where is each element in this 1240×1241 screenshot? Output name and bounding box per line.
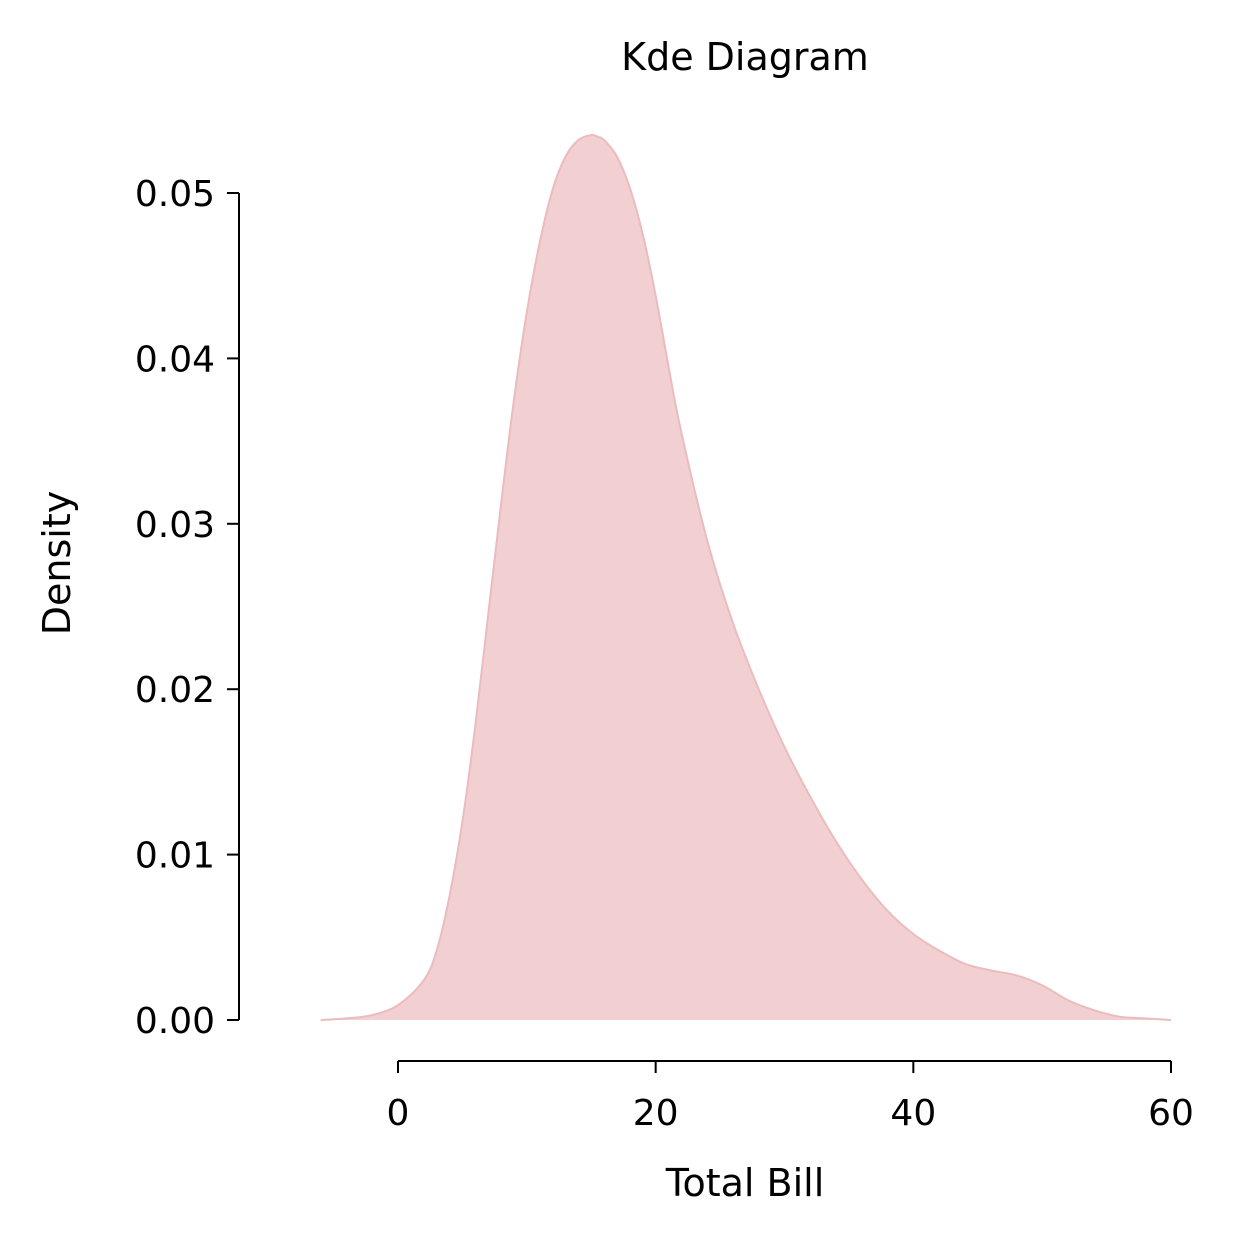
density-area — [320, 134, 1171, 1020]
x-axis-label: Total Bill — [665, 1161, 825, 1205]
y-tick-label: 0.05 — [135, 174, 215, 215]
x-tick-label: 40 — [890, 1093, 936, 1134]
x-tick-label: 60 — [1148, 1093, 1194, 1134]
x-tick-label: 20 — [633, 1093, 679, 1134]
x-tick-label: 0 — [387, 1093, 410, 1134]
density-line — [320, 133, 1172, 1021]
plot-area — [320, 133, 1172, 1021]
y-tick-label: 0.03 — [135, 505, 215, 546]
chart-title: Kde Diagram — [621, 35, 869, 79]
y-tick-label: 0.00 — [135, 1001, 215, 1042]
y-tick-label: 0.01 — [135, 836, 215, 877]
y-tick-label: 0.02 — [135, 670, 215, 711]
y-tick-label: 0.04 — [135, 339, 215, 380]
y-axis: 0.00 0.01 0.02 0.03 0.04 0.05 — [135, 174, 240, 1042]
x-axis: 0 20 40 60 — [387, 1060, 1194, 1134]
y-axis-label: Density — [35, 491, 79, 635]
